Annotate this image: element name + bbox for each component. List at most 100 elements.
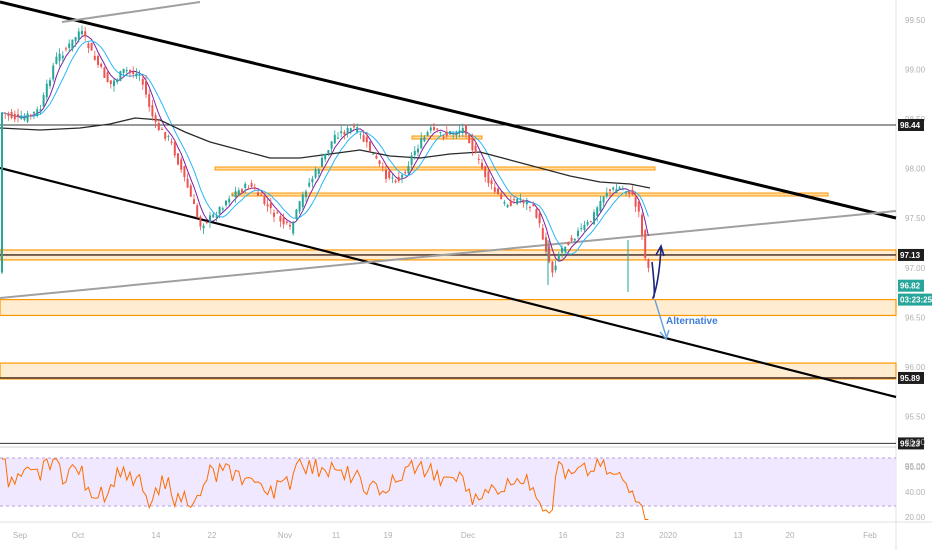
support-resistance-zones	[0, 135, 897, 380]
candle-body	[561, 247, 563, 253]
candle-body	[113, 80, 115, 87]
candle-body	[269, 203, 272, 209]
candle-body	[612, 187, 615, 190]
candle-body	[55, 56, 58, 64]
price-badge-text: 95.89	[900, 374, 921, 383]
candle-body	[618, 187, 621, 190]
candle-body	[116, 79, 119, 83]
time-tick: Dec	[461, 531, 475, 540]
candle-body	[154, 115, 157, 123]
candle-body	[397, 176, 400, 181]
candle-body	[84, 31, 87, 37]
candle-body	[554, 265, 557, 271]
channel-lower-line[interactable]	[0, 166, 897, 399]
candle-body	[420, 138, 423, 149]
resistance-bar-1	[231, 192, 829, 197]
rsi-tick: 60.00	[905, 463, 926, 472]
candle-body	[314, 169, 317, 178]
time-axis[interactable]: Sep Oct 14 22 Nov 11 19 Dec 16 23 2020 13 20 Feb	[13, 531, 878, 540]
candle-body	[557, 254, 560, 261]
candle-body	[449, 131, 451, 135]
candle-body	[349, 128, 352, 132]
candle-body	[77, 31, 80, 40]
time-tick: 23	[616, 531, 625, 540]
projection-arrows	[651, 243, 670, 341]
candle-body	[49, 80, 51, 86]
candle-body	[317, 169, 320, 174]
candle-body	[615, 189, 618, 194]
candle-body	[289, 224, 291, 227]
candle-body	[388, 171, 391, 179]
candle-body	[257, 192, 259, 196]
candle-body	[135, 73, 138, 77]
candle-body	[599, 201, 602, 212]
candle-body	[596, 207, 599, 216]
candle-body	[193, 199, 195, 205]
candle-body	[487, 171, 490, 184]
candle-body	[177, 153, 179, 165]
horizontal-levels	[0, 124, 896, 444]
candle-body	[61, 55, 64, 59]
candle-body	[465, 124, 467, 135]
candle-body	[503, 202, 506, 204]
rsi-line	[2, 457, 649, 520]
candle-body	[362, 135, 365, 142]
candle-body	[138, 74, 141, 76]
price-tick: 95.00	[905, 462, 926, 471]
candle-body	[522, 199, 525, 204]
candle-body	[353, 126, 355, 128]
candle-body	[196, 205, 199, 217]
rising-trend-line[interactable]	[0, 210, 897, 299]
candle-body	[33, 111, 35, 114]
top-grey-line[interactable]	[61, 1, 201, 23]
rsi-band	[0, 458, 896, 506]
projection-down-path	[654, 299, 667, 337]
candle-body	[413, 150, 416, 156]
candle-body	[109, 80, 112, 85]
ma-mid-line	[1, 40, 649, 255]
candle-body	[625, 191, 627, 193]
candle-body	[308, 182, 311, 187]
candle-body	[500, 193, 503, 200]
candle-body	[378, 160, 381, 165]
candle-body	[295, 209, 298, 219]
candle-body	[401, 175, 403, 178]
price-axis[interactable]: 99.5099.0098.5098.0097.5097.0096.5096.00…	[905, 16, 926, 471]
candle-body	[634, 197, 637, 207]
candle-body	[170, 141, 173, 143]
candle-body	[589, 221, 592, 223]
candle-body	[551, 261, 554, 273]
candle-body	[439, 132, 442, 134]
candle-body	[17, 114, 19, 117]
candle-body	[311, 178, 314, 183]
candle-body	[583, 224, 586, 230]
candle-body	[81, 31, 83, 35]
candle-body	[621, 188, 624, 190]
price-badge-text: 97.13	[900, 251, 921, 260]
candle-body	[106, 72, 109, 82]
projection-up-arrowhead	[655, 243, 665, 257]
candle-body	[218, 207, 221, 214]
candle-body	[161, 129, 163, 131]
candle-body	[548, 246, 551, 262]
candle-body	[647, 259, 650, 268]
price-tick: 96.50	[905, 313, 926, 322]
candle-body	[471, 137, 474, 151]
candle-body	[20, 116, 23, 119]
candle-body	[519, 198, 522, 200]
candle-body	[148, 94, 151, 107]
candle-body	[477, 158, 480, 160]
candle-body	[285, 221, 288, 223]
candle-body	[324, 153, 327, 160]
time-tick: 11	[332, 531, 341, 540]
projection-up-path	[651, 247, 662, 299]
candle-body	[10, 111, 13, 118]
candle-body	[93, 55, 96, 60]
candle-body	[39, 109, 42, 111]
candle-body	[186, 178, 189, 188]
channel-upper-line[interactable]	[0, 0, 897, 220]
time-tick: Nov	[278, 531, 292, 540]
candle-body	[468, 134, 471, 144]
candle-body	[516, 198, 519, 205]
